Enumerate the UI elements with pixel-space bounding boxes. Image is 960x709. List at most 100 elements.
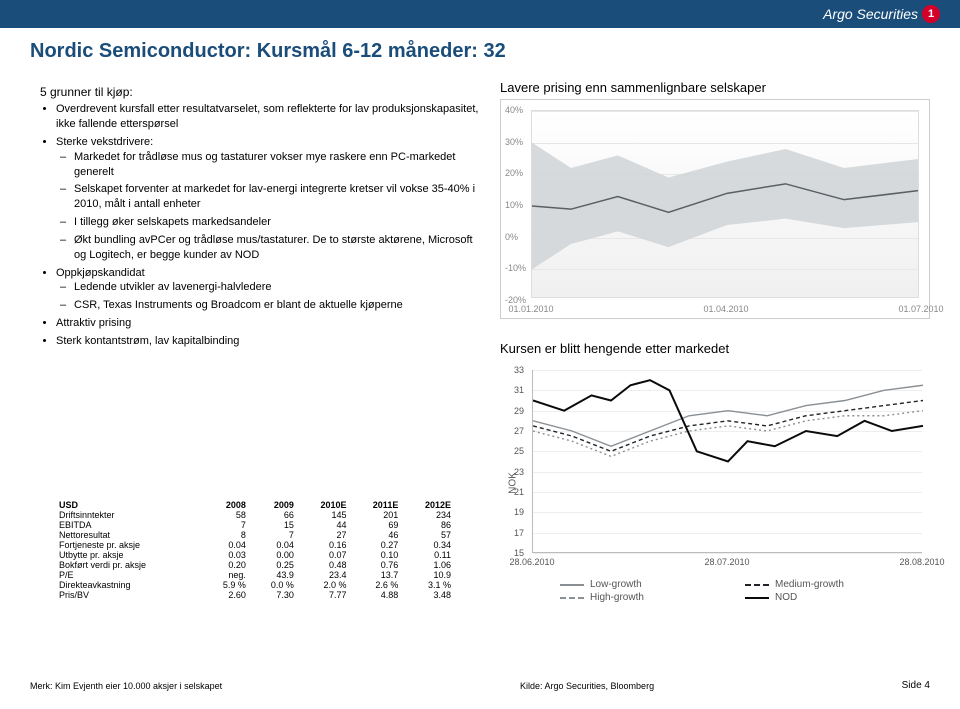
table-body: Driftsinntekter5866145201234EBITDA715446… [55, 510, 455, 600]
reason-sublist: Ledende utvikler av lavenergi-halvledere… [56, 280, 480, 313]
footer-note-left: Merk: Kim Evjenth eier 10.000 aksjer i s… [30, 681, 222, 691]
chart1-title: Lavere prising enn sammenlignbare selska… [500, 80, 930, 95]
reason-subitem: CSR, Texas Instruments og Broadcom er bl… [74, 298, 480, 313]
cell: 0.34 [402, 540, 455, 550]
chart2-ytick: 33 [514, 365, 524, 375]
gridline [533, 553, 922, 554]
cell: 7.30 [250, 590, 298, 600]
cell: 57 [402, 530, 455, 540]
table-row: Utbytte pr. aksje0.030.000.070.100.11 [55, 550, 455, 560]
reason-subitem: Økt bundling avPCer og trådløse mus/tast… [74, 233, 480, 263]
chart1-xtick: 01.04.2010 [703, 304, 748, 314]
pe-band [532, 143, 919, 270]
cell: 2.0 % [298, 580, 351, 590]
table-row: Nettoresultat87274657 [55, 530, 455, 540]
col-header: 2010E [298, 500, 351, 510]
cell: 3.48 [402, 590, 455, 600]
cell: 15 [250, 520, 298, 530]
cell: 46 [350, 530, 402, 540]
legend-swatch [745, 584, 769, 586]
right-column: Lavere prising enn sammenlignbare selska… [500, 80, 930, 605]
chart1-ytick: 10% [505, 200, 523, 210]
cell: 86 [402, 520, 455, 530]
chart2-ytick: 17 [514, 528, 524, 538]
cell: 7 [202, 520, 250, 530]
col-header: USD [55, 500, 202, 510]
reason-item: Attraktiv prising [56, 316, 480, 331]
table-row: Driftsinntekter5866145201234 [55, 510, 455, 520]
cell: 0.20 [202, 560, 250, 570]
chart1-ytick: 40% [505, 105, 523, 115]
cell: 27 [298, 530, 351, 540]
series-medium-growth [533, 401, 923, 452]
cell: 0.04 [250, 540, 298, 550]
cell: neg. [202, 570, 250, 580]
brand-header: Argo Securities 1 [0, 0, 960, 28]
cell: 3.1 % [402, 580, 455, 590]
cell: 145 [298, 510, 351, 520]
chart1-xtick: 01.07.2010 [898, 304, 943, 314]
cell: 0.76 [350, 560, 402, 570]
cell: 0.07 [298, 550, 351, 560]
reasons-heading: 5 grunner til kjøp: [40, 84, 480, 100]
legend-label: NOD [775, 592, 797, 603]
reason-sublist: Markedet for trådløse mus og tastaturer … [56, 150, 480, 263]
reasons-list: Overdrevent kursfall etter resultatvarse… [40, 102, 480, 349]
cell: 44 [298, 520, 351, 530]
brand-badge: 1 [922, 5, 940, 23]
cell: 7 [250, 530, 298, 540]
chart2-plot-area [532, 370, 922, 553]
reasons-block: 5 grunner til kjøp: Overdrevent kursfall… [40, 84, 480, 352]
cell: 4.88 [350, 590, 402, 600]
chart2-legend: Low-growth Medium-growth High-growth NOD [560, 579, 920, 603]
col-header: 2009 [250, 500, 298, 510]
cell: 8 [202, 530, 250, 540]
reason-subitem: I tillegg øker selskapets markedsandeler [74, 215, 480, 230]
legend-label: High-growth [590, 592, 644, 603]
financials-table: USD200820092010E2011E2012E Driftsinntekt… [55, 500, 455, 600]
table-row: EBITDA715446986 [55, 520, 455, 530]
legend-label: Medium-growth [775, 579, 844, 590]
legend-label: Low-growth [590, 579, 642, 590]
legend-item: NOD [745, 592, 920, 603]
col-header: 2012E [402, 500, 455, 510]
cell: 0.11 [402, 550, 455, 560]
chart1-ytick: 0% [505, 232, 518, 242]
col-header: 2011E [350, 500, 402, 510]
chart2-ytick: 31 [514, 385, 524, 395]
legend-item: Low-growth [560, 579, 735, 590]
table-row: Bokført verdi pr. aksje0.200.250.480.761… [55, 560, 455, 570]
row-label: Pris/BV [55, 590, 202, 600]
cell: 58 [202, 510, 250, 520]
legend-item: High-growth [560, 592, 735, 603]
row-label: Direkteavkastning [55, 580, 202, 590]
cell: 0.25 [250, 560, 298, 570]
series-high-growth [533, 411, 923, 457]
col-header: 2008 [202, 500, 250, 510]
brand-name: Argo Securities [823, 6, 918, 22]
reason-item: Overdrevent kursfall etter resultatvarse… [56, 102, 480, 132]
table-row: Direkteavkastning5.9 %0.0 %2.0 %2.6 %3.1… [55, 580, 455, 590]
cell: 10.9 [402, 570, 455, 580]
row-label: EBITDA [55, 520, 202, 530]
cell: 0.10 [350, 550, 402, 560]
table-row: P/Eneg.43.923.413.710.9 [55, 570, 455, 580]
footer-page: Side 4 [902, 680, 930, 691]
row-label: Bokført verdi pr. aksje [55, 560, 202, 570]
cell: 5.9 % [202, 580, 250, 590]
chart2-ytick: 29 [514, 406, 524, 416]
cell: 2.6 % [350, 580, 402, 590]
row-label: Nettoresultat [55, 530, 202, 540]
legend-swatch [745, 597, 769, 599]
cell: 7.77 [298, 590, 351, 600]
cell: 69 [350, 520, 402, 530]
chart1-xtick: 01.01.2010 [508, 304, 553, 314]
cell: 0.0 % [250, 580, 298, 590]
reason-subitem: Ledende utvikler av lavenergi-halvledere [74, 280, 480, 295]
chart2-ytick: 23 [514, 467, 524, 477]
chart1-ytick: -10% [505, 263, 526, 273]
cell: 66 [250, 510, 298, 520]
table-row: Pris/BV2.607.307.774.883.48 [55, 590, 455, 600]
row-label: Driftsinntekter [55, 510, 202, 520]
chart2-xtick: 28.06.2010 [509, 557, 554, 567]
